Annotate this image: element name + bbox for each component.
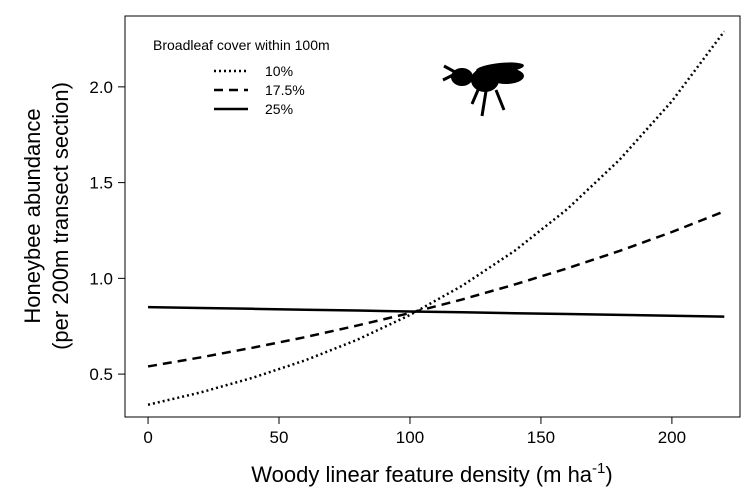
legend-label: 25% (265, 101, 293, 117)
x-axis-label-sup: -1 (592, 460, 605, 477)
y-tick-label: 0.5 (89, 365, 113, 384)
legend-title: Broadleaf cover within 100m (153, 37, 330, 53)
legend-label: 17.5% (265, 82, 305, 98)
x-axis-label-end: ) (605, 462, 612, 487)
x-tick-label: 200 (658, 428, 686, 447)
x-tick-label: 100 (396, 428, 424, 447)
legend-label: 10% (265, 63, 293, 79)
y-tick-label: 2.0 (89, 78, 113, 97)
line-series (147, 30, 726, 406)
y-axis-label: (per 200m transect section) (48, 82, 73, 350)
line-series (147, 210, 725, 368)
bee-icon (442, 62, 524, 117)
y-tick-label: 1.5 (89, 174, 113, 193)
line-series (148, 305, 725, 318)
x-tick-label: 0 (143, 428, 152, 447)
y-axis-label: Honeybee abundance (20, 108, 45, 323)
x-tick-label: 150 (527, 428, 555, 447)
x-tick-label: 50 (270, 428, 289, 447)
plot-frame (124, 15, 741, 418)
x-axis-label-text: Woody linear feature density (m ha (251, 462, 593, 487)
x-axis-label: Woody linear feature density (m ha-1) (251, 460, 612, 487)
y-tick-label: 1.0 (89, 269, 113, 288)
